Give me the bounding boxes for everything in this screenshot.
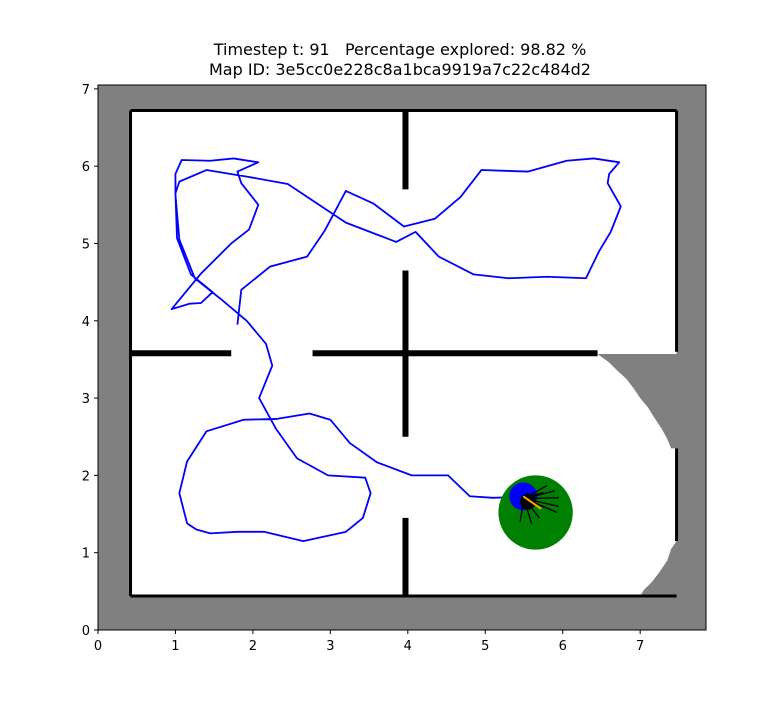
agent-heading bbox=[522, 495, 542, 510]
x-tick-label: 1 bbox=[171, 639, 179, 654]
x-tick-label: 5 bbox=[481, 639, 489, 654]
x-tick-label: 3 bbox=[326, 639, 334, 654]
x-tick-label: 4 bbox=[404, 639, 412, 654]
y-tick-label: 4 bbox=[82, 315, 90, 330]
trajectory bbox=[170, 157, 622, 542]
chart-title: Timestep t: 91 Percentage explored: 98.8… bbox=[0, 40, 784, 80]
title-line-timestep: Timestep t: 91 Percentage explored: 98.8… bbox=[213, 40, 587, 59]
x-tick-label: 6 bbox=[559, 639, 567, 654]
y-tick-label: 7 bbox=[82, 83, 90, 98]
x-tick-label: 2 bbox=[249, 639, 257, 654]
x-tick-label: 7 bbox=[636, 639, 644, 654]
agent-group bbox=[498, 475, 573, 550]
trajectory-line bbox=[170, 157, 622, 542]
agent-sensor-cluster bbox=[519, 493, 536, 510]
y-tick-label: 5 bbox=[82, 237, 90, 252]
y-tick-label: 2 bbox=[82, 469, 90, 484]
y-tick-label: 3 bbox=[82, 392, 90, 407]
axes: 0 1 2 3 4 5 6 7 0 1 2 3 4 5 6 7 bbox=[82, 83, 707, 654]
y-tick-label: 1 bbox=[82, 547, 90, 562]
y-tick-label: 6 bbox=[82, 160, 90, 175]
axes-frame bbox=[97, 84, 707, 631]
title-line-map-id: Map ID: 3e5cc0e228c8a1bca9919a7c22c484d2 bbox=[209, 60, 591, 79]
map-background bbox=[98, 85, 706, 630]
y-tick-label: 0 bbox=[82, 624, 90, 639]
walls bbox=[129, 109, 679, 598]
x-tick-label: 0 bbox=[94, 639, 102, 654]
